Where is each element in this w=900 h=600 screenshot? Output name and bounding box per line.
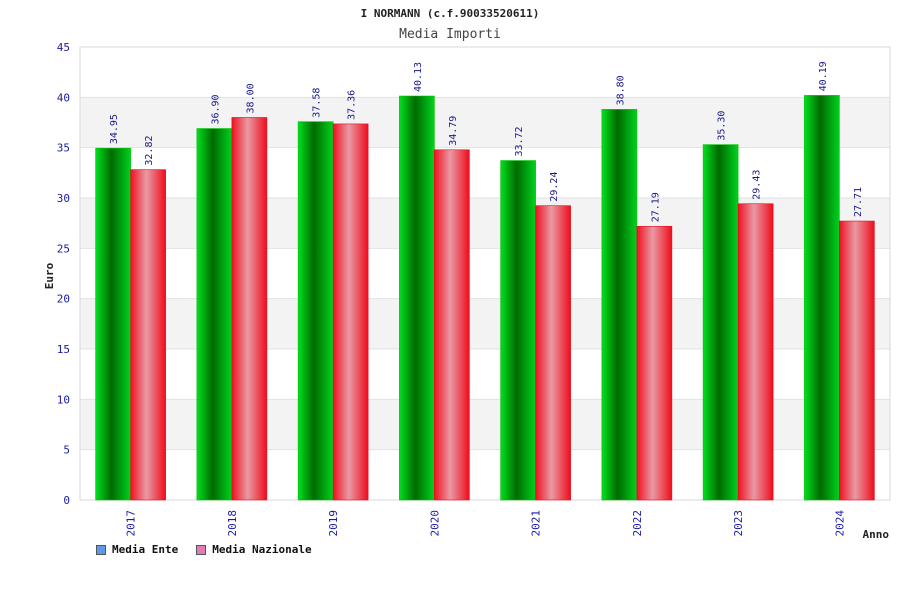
legend-label-media-ente: Media Ente: [112, 543, 179, 556]
data-label: 40.19: [818, 61, 829, 91]
x-tick-label: 2017: [125, 510, 138, 537]
y-tick-label: 25: [57, 242, 70, 255]
data-label: 37.58: [312, 88, 323, 118]
y-tick-label: 30: [57, 192, 70, 205]
legend-label-media-nazionale: Media Nazionale: [212, 543, 312, 556]
bar-media-nazionale: [332, 123, 369, 501]
y-tick-label: 40: [57, 91, 70, 104]
legend-swatch-media-nazionale: [196, 544, 207, 555]
data-label: 27.71: [853, 187, 864, 217]
bar-media-ente: [196, 128, 233, 501]
data-labels: 34.95 32.82 36.90 38.00 37.58 37.36 40.13 34.79…: [109, 61, 864, 222]
bar-media-ente: [702, 144, 739, 501]
data-label: 37.36: [347, 90, 358, 120]
data-label: 34.79: [448, 116, 459, 146]
data-label: 40.13: [413, 62, 424, 92]
x-axis-label: Anno: [863, 528, 890, 541]
data-label: 38.80: [615, 75, 626, 105]
legend: Media Ente Media Nazionale: [96, 543, 312, 556]
y-tick-label: 10: [57, 393, 70, 406]
y-tick-label: 0: [63, 494, 70, 507]
data-label: 34.95: [109, 114, 120, 144]
x-axis-ticks: 2017 2018 2019 2020 2021 2022 2023 2024: [125, 510, 847, 537]
y-tick-label: 35: [57, 142, 70, 155]
y-axis-label: Euro: [43, 262, 56, 289]
bar-media-nazionale: [839, 220, 875, 501]
x-tick-label: 2023: [732, 510, 745, 537]
chart-title: I NORMANN (c.f.90033520611): [361, 7, 540, 20]
data-label: 27.19: [650, 192, 661, 222]
data-label: 35.30: [717, 111, 728, 141]
data-label: 32.82: [144, 136, 155, 166]
y-tick-label: 5: [63, 444, 70, 457]
y-tick-label: 15: [57, 343, 70, 356]
x-tick-label: 2019: [327, 510, 340, 537]
x-tick-label: 2022: [631, 510, 644, 537]
data-label: 33.72: [514, 126, 525, 156]
bars: [95, 95, 875, 501]
legend-item-media-ente: Media Ente: [96, 543, 178, 556]
bar-media-nazionale: [130, 169, 166, 501]
x-tick-label: 2024: [833, 510, 846, 537]
x-tick-label: 2020: [428, 510, 441, 537]
y-tick-label: 45: [57, 41, 70, 54]
bar-media-ente: [399, 95, 435, 501]
data-label: 29.24: [549, 172, 560, 202]
legend-item-media-nazionale: Media Nazionale: [196, 543, 312, 556]
bar-media-nazionale: [535, 205, 571, 501]
y-tick-label: 20: [57, 293, 70, 306]
bar-media-ente: [500, 160, 536, 501]
legend-swatch-media-ente: [96, 544, 106, 555]
data-label: 36.90: [210, 94, 221, 124]
bar-media-nazionale: [434, 149, 470, 501]
x-tick-label: 2021: [530, 510, 543, 537]
chart-subtitle: Media Importi: [399, 27, 501, 42]
bar-media-ente: [804, 95, 840, 501]
y-axis-ticks: 0 5 10 15 20 25 30 35 40 45: [57, 41, 70, 507]
bar-media-nazionale: [636, 225, 673, 501]
data-label: 29.43: [752, 170, 763, 200]
bar-media-ente: [95, 147, 131, 501]
bar-media-ente: [601, 109, 638, 501]
bar-media-nazionale: [737, 203, 774, 501]
x-tick-label: 2018: [226, 510, 239, 537]
bar-media-nazionale: [231, 117, 268, 501]
data-label: 38.00: [245, 83, 256, 113]
plot-area-frame: [79, 46, 891, 501]
bar-media-ente: [297, 121, 334, 501]
